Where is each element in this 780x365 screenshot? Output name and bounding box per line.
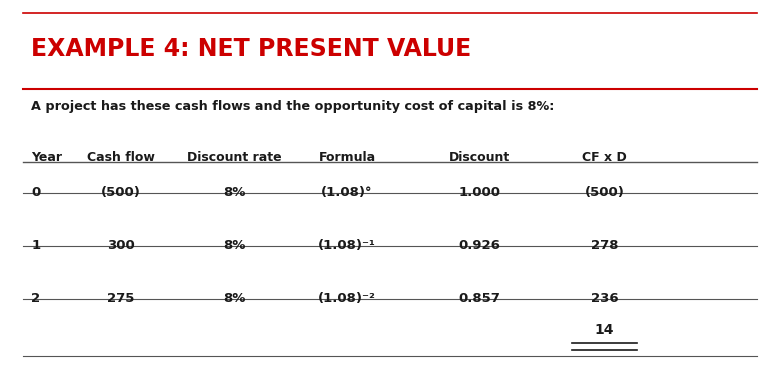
- Text: 1: 1: [31, 239, 41, 252]
- Text: 0.857: 0.857: [459, 292, 501, 305]
- Text: 8%: 8%: [223, 239, 245, 252]
- Text: Cash flow: Cash flow: [87, 151, 155, 165]
- Text: (1.08)⁻¹: (1.08)⁻¹: [318, 239, 376, 252]
- Text: CF x D: CF x D: [582, 151, 627, 165]
- Text: 0.926: 0.926: [459, 239, 501, 252]
- Text: EXAMPLE 4: NET PRESENT VALUE: EXAMPLE 4: NET PRESENT VALUE: [31, 36, 471, 61]
- Text: 1.000: 1.000: [459, 186, 501, 199]
- Text: 8%: 8%: [223, 186, 245, 199]
- Text: Formula: Formula: [318, 151, 376, 165]
- Text: A project has these cash flows and the opportunity cost of capital is 8%:: A project has these cash flows and the o…: [31, 100, 555, 114]
- Text: 275: 275: [107, 292, 135, 305]
- Text: 0: 0: [31, 186, 41, 199]
- Text: Discount rate: Discount rate: [186, 151, 282, 165]
- Text: Year: Year: [31, 151, 62, 165]
- Text: 278: 278: [590, 239, 619, 252]
- Text: Discount: Discount: [449, 151, 510, 165]
- Text: (1.08)°: (1.08)°: [321, 186, 373, 199]
- Text: 8%: 8%: [223, 292, 245, 305]
- Text: 300: 300: [107, 239, 135, 252]
- Text: 14: 14: [594, 323, 615, 337]
- Text: (1.08)⁻²: (1.08)⁻²: [318, 292, 376, 305]
- Text: 2: 2: [31, 292, 41, 305]
- Text: (500): (500): [584, 186, 625, 199]
- Text: (500): (500): [101, 186, 141, 199]
- Text: 236: 236: [590, 292, 619, 305]
